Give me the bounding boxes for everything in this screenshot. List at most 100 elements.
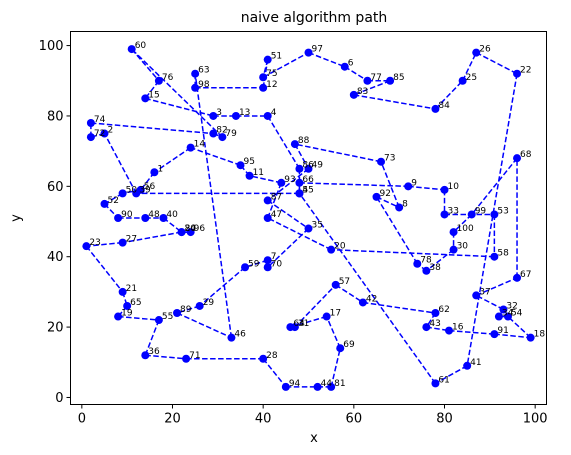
point-label: 51 xyxy=(271,52,282,62)
point-marker xyxy=(118,287,127,296)
path-segment xyxy=(267,217,332,251)
point-label: 76 xyxy=(162,73,174,83)
point-label: 14 xyxy=(194,140,206,150)
y-tick-label: 40 xyxy=(47,250,64,265)
point-marker xyxy=(245,171,254,180)
point-marker xyxy=(114,312,123,321)
point-label: 57 xyxy=(339,277,350,287)
point-marker xyxy=(290,140,299,149)
point-marker xyxy=(377,157,386,166)
path-segment xyxy=(408,185,445,191)
point-label: 5 xyxy=(302,185,308,195)
point-marker xyxy=(118,238,127,247)
point-marker xyxy=(286,323,295,332)
point-marker xyxy=(503,312,512,321)
path-segment xyxy=(153,147,192,173)
point-label: 92 xyxy=(380,189,391,199)
point-label: 18 xyxy=(534,330,546,340)
point-label: 38 xyxy=(429,263,441,273)
point-marker xyxy=(322,312,331,321)
point-label: 68 xyxy=(520,150,532,160)
point-label: 86 xyxy=(302,161,314,171)
point-label: 95 xyxy=(244,157,255,167)
point-marker xyxy=(490,210,499,219)
point-marker xyxy=(494,312,503,321)
y-tick-label: 80 xyxy=(47,109,64,124)
point-label: 61 xyxy=(438,375,449,385)
point-marker xyxy=(195,301,204,310)
point-marker xyxy=(445,326,454,335)
point-marker xyxy=(141,214,150,222)
path-segment xyxy=(267,228,310,268)
point-label: 31 xyxy=(298,319,309,329)
point-marker xyxy=(422,266,431,275)
point-label: 85 xyxy=(393,73,404,83)
x-tick-label: 20 xyxy=(164,412,181,427)
path-segment xyxy=(262,59,269,88)
point-label: 49 xyxy=(312,161,324,171)
point-label: 44 xyxy=(321,379,333,389)
point-marker xyxy=(141,351,150,360)
path-segment xyxy=(298,192,437,384)
point-label: 23 xyxy=(89,238,100,248)
point-label: 29 xyxy=(203,298,215,308)
point-marker xyxy=(127,45,136,54)
point-label: 13 xyxy=(239,108,250,118)
point-label: 33 xyxy=(448,206,459,216)
point-marker xyxy=(304,164,313,173)
y-tick-label: 60 xyxy=(47,180,64,195)
point-label: 10 xyxy=(448,182,460,192)
point-label: 19 xyxy=(121,309,133,319)
point-marker xyxy=(263,263,272,272)
point-label: 6 xyxy=(348,59,354,69)
path-segment xyxy=(466,73,518,366)
point-label: 69 xyxy=(343,340,355,350)
path-segment xyxy=(122,231,182,244)
point-label: 28 xyxy=(266,351,278,361)
point-label: 35 xyxy=(312,221,323,231)
point-marker xyxy=(386,76,395,85)
point-label: 55 xyxy=(162,312,173,322)
point-marker xyxy=(526,333,535,342)
point-marker xyxy=(263,256,272,265)
y-tick-label: 20 xyxy=(47,321,64,336)
point-marker xyxy=(218,133,227,142)
point-label: 39 xyxy=(139,185,151,195)
path-segment xyxy=(194,73,233,338)
point-label: 66 xyxy=(302,175,314,185)
point-marker xyxy=(191,83,200,92)
point-label: 75 xyxy=(266,69,277,79)
point-marker xyxy=(100,199,109,208)
point-marker xyxy=(100,129,109,138)
x-axis-ticks: 0 20 40 60 80 100 xyxy=(78,404,548,427)
path-segment xyxy=(294,284,337,328)
plot-frame xyxy=(70,31,547,405)
point-label: 46 xyxy=(234,330,246,340)
point-marker xyxy=(327,382,336,391)
point-label: 37 xyxy=(479,287,490,297)
point-marker xyxy=(177,228,186,237)
point-label: 40 xyxy=(166,210,178,220)
point-marker xyxy=(114,214,123,222)
point-marker xyxy=(86,133,95,142)
point-label: 73 xyxy=(384,154,395,164)
point-marker xyxy=(191,69,200,78)
point-marker xyxy=(340,62,349,71)
point-label: 34 xyxy=(502,309,514,319)
point-label: 88 xyxy=(298,136,310,146)
point-label: 7 xyxy=(271,252,277,262)
point-label: 11 xyxy=(253,168,264,178)
path-segment xyxy=(434,80,464,110)
path-segment xyxy=(267,115,301,170)
point-label: 1 xyxy=(157,164,163,174)
point-label: 97 xyxy=(312,45,323,55)
point-label: 3 xyxy=(216,108,222,118)
path-segment xyxy=(375,196,418,265)
point-marker xyxy=(372,192,381,201)
point-label: 93 xyxy=(284,175,295,185)
point-marker xyxy=(513,69,522,78)
point-marker xyxy=(209,129,218,138)
point-label: 63 xyxy=(198,66,209,76)
path-segment xyxy=(131,48,160,82)
